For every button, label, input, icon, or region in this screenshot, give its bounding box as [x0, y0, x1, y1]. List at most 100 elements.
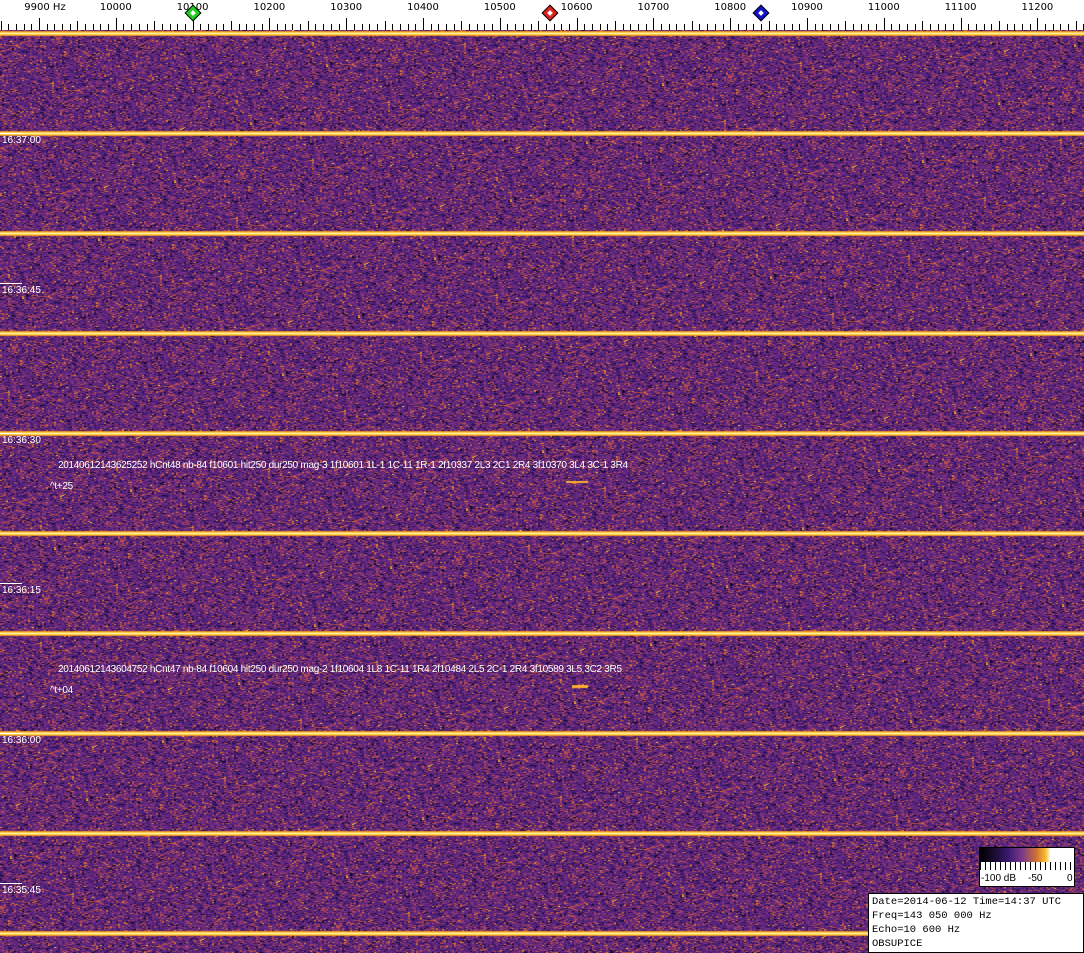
axis-tick [853, 24, 854, 30]
frequency-label: 11200 [1021, 2, 1054, 13]
detection-annotation-2: 20140612143604752 hCnt47 nb-84 f10604 hi… [58, 664, 622, 675]
axis-tick [469, 24, 470, 30]
axis-tick [569, 24, 570, 30]
axis-tick [216, 24, 217, 30]
frequency-axis[interactable]: 9900 Hz100001010010200103001040010500106… [0, 0, 1084, 30]
colorbar-label-max: 0 [1067, 873, 1073, 884]
frequency-label: 10700 [637, 2, 670, 13]
axis-tick [1037, 18, 1038, 30]
axis-tick [976, 24, 977, 30]
axis-tick [392, 24, 393, 30]
axis-tick [131, 24, 132, 30]
colorbar-label-mid: -50 [1028, 873, 1043, 884]
frequency-label: 10900 [791, 2, 823, 13]
axis-tick [692, 21, 693, 30]
axis-tick [223, 24, 224, 30]
axis-tick [300, 24, 301, 30]
frequency-label: 10300 [330, 2, 363, 13]
axis-tick [139, 24, 140, 30]
axis-tick [400, 24, 401, 30]
axis-tick [607, 24, 608, 30]
axis-tick [285, 24, 286, 30]
axis-tick [738, 24, 739, 30]
waterfall-spectrogram[interactable] [0, 30, 1084, 953]
axis-tick [676, 24, 677, 30]
axis-tick [24, 24, 25, 30]
info-box: Date=2014-06-12 Time=14:37 UTC Freq=143 … [868, 893, 1084, 953]
axis-tick [369, 24, 370, 30]
axis-tick [346, 18, 347, 30]
axis-tick [39, 18, 40, 30]
axis-tick [108, 24, 109, 30]
axis-tick [85, 24, 86, 30]
time-tick [0, 883, 22, 884]
axis-tick [269, 18, 270, 30]
axis-tick [162, 24, 163, 30]
axis-tick [968, 24, 969, 30]
axis-tick [577, 18, 578, 30]
axis-tick [246, 24, 247, 30]
axis-tick [646, 24, 647, 30]
axis-tick [784, 24, 785, 30]
axis-tick [707, 24, 708, 30]
axis-tick [208, 24, 209, 30]
axis-tick [999, 21, 1000, 30]
axis-tick [592, 24, 593, 30]
axis-tick [454, 24, 455, 30]
axis-tick [884, 18, 885, 30]
axis-tick [876, 24, 877, 30]
axis-tick [170, 24, 171, 30]
axis-tick [415, 24, 416, 30]
axis-tick [669, 24, 670, 30]
axis-tick [822, 24, 823, 30]
axis-tick [123, 24, 124, 30]
red-marker[interactable] [541, 4, 559, 22]
axis-tick [776, 24, 777, 30]
axis-tick [799, 24, 800, 30]
axis-tick [1076, 21, 1077, 30]
axis-tick [630, 24, 631, 30]
info-frequency: Freq=143 050 000 Hz [872, 910, 992, 922]
axis-tick [1068, 24, 1069, 30]
axis-tick [154, 21, 155, 30]
axis-tick [915, 24, 916, 30]
axis-tick [807, 18, 808, 30]
axis-tick [239, 24, 240, 30]
detection-annotation-1: 20140612143625252 hCnt48 nb-84 f10601 hi… [58, 460, 628, 471]
frequency-label: 10400 [407, 2, 439, 13]
axis-tick [523, 24, 524, 30]
axis-tick [899, 24, 900, 30]
time-tick [0, 283, 22, 284]
axis-tick [477, 24, 478, 30]
axis-tick [1045, 24, 1046, 30]
axis-tick [16, 24, 17, 30]
axis-tick [262, 24, 263, 30]
axis-tick [561, 24, 562, 30]
colorbar-label-min: -100 dB [981, 873, 1017, 884]
axis-tick [377, 24, 378, 30]
axis-tick [761, 24, 762, 30]
axis-tick [538, 21, 539, 30]
axis-tick [315, 24, 316, 30]
info-station: OBSUPICE [872, 938, 923, 950]
axis-tick [438, 24, 439, 30]
axis-tick [461, 21, 462, 30]
blue-marker[interactable] [752, 4, 770, 22]
colorbar: -100 dB -50 0 [979, 847, 1075, 887]
axis-tick [354, 24, 355, 30]
axis-tick [193, 18, 194, 30]
axis-tick [147, 24, 148, 30]
axis-tick [54, 24, 55, 30]
axis-tick [653, 18, 654, 30]
axis-tick [661, 24, 662, 30]
axis-tick [177, 24, 178, 30]
axis-tick [623, 24, 624, 30]
axis-tick [185, 24, 186, 30]
axis-tick [100, 24, 101, 30]
axis-tick [1014, 24, 1015, 30]
axis-tick [1060, 24, 1061, 30]
axis-tick [531, 24, 532, 30]
time-label: 16:36:45 [2, 285, 41, 296]
axis-tick [492, 24, 493, 30]
axis-tick [93, 24, 94, 30]
